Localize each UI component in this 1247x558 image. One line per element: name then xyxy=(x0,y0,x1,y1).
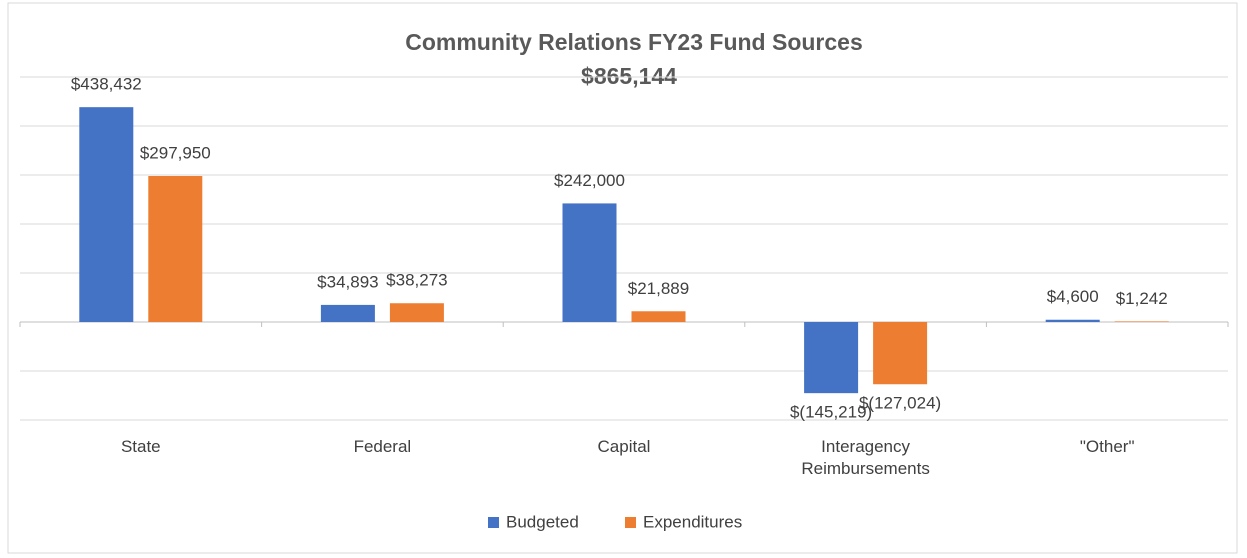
data-label: $1,242 xyxy=(1116,289,1168,308)
data-label: $(127,024) xyxy=(859,394,941,413)
x-tick-label: State xyxy=(120,437,161,456)
data-label: $38,273 xyxy=(386,271,447,290)
bar xyxy=(562,203,617,322)
chart-subtitle: $865,144 xyxy=(581,63,677,89)
bar xyxy=(148,176,203,322)
chart-frame xyxy=(7,2,1238,554)
bar xyxy=(320,304,375,322)
data-label: $438,432 xyxy=(71,75,142,94)
x-tick-label: "Other" xyxy=(1079,437,1135,456)
bar xyxy=(804,322,859,394)
x-tick-label-box: "Other" xyxy=(1079,437,1135,456)
bar xyxy=(873,322,928,385)
x-tick-label: Capital xyxy=(597,437,651,456)
x-tick-label: Interagency Reimbursements xyxy=(801,437,930,478)
x-tick-label-box: Interagency Reimbursements xyxy=(801,437,930,478)
bar xyxy=(79,107,134,322)
x-tick-label: Federal xyxy=(353,437,412,456)
bar xyxy=(389,303,444,322)
bar xyxy=(631,311,686,322)
x-tick-label-box: State xyxy=(120,437,161,456)
bar xyxy=(1114,321,1169,322)
chart-title: Community Relations FY23 Fund Sources xyxy=(405,29,863,55)
data-label: $(145,219) xyxy=(790,403,872,422)
x-tick-label-box: Capital xyxy=(597,437,651,456)
legend-swatch xyxy=(488,517,499,528)
bar xyxy=(1045,319,1100,322)
grid xyxy=(20,76,1228,421)
data-label: $4,600 xyxy=(1047,287,1099,306)
legend-label: Budgeted xyxy=(506,512,579,531)
data-label: $242,000 xyxy=(554,171,625,190)
legend-label: Expenditures xyxy=(643,512,742,531)
x-tick-label-box: Federal xyxy=(353,437,412,456)
data-label: $297,950 xyxy=(140,143,211,162)
legend-swatch xyxy=(625,517,636,528)
data-label: $34,893 xyxy=(317,272,378,291)
data-label: $21,889 xyxy=(628,279,689,298)
